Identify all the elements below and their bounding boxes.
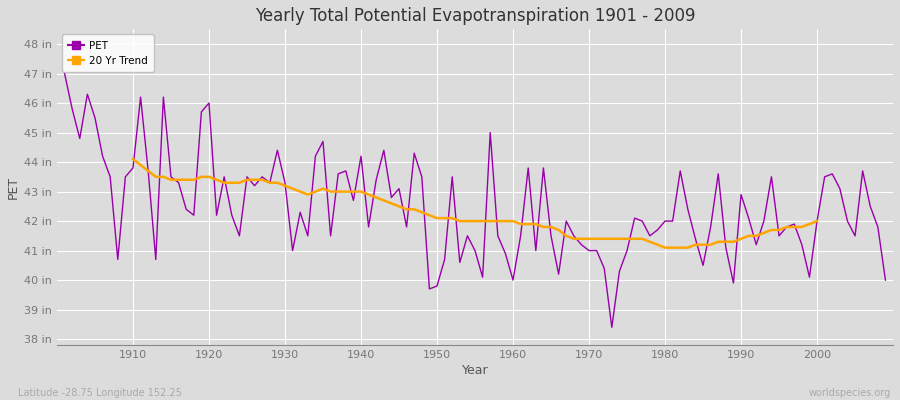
Text: Latitude -28.75 Longitude 152.25: Latitude -28.75 Longitude 152.25 [18,388,182,398]
Text: worldspecies.org: worldspecies.org [809,388,891,398]
Legend: PET, 20 Yr Trend: PET, 20 Yr Trend [62,34,154,72]
X-axis label: Year: Year [462,364,489,377]
Title: Yearly Total Potential Evapotranspiration 1901 - 2009: Yearly Total Potential Evapotranspiratio… [255,7,696,25]
Y-axis label: PET: PET [7,176,20,199]
